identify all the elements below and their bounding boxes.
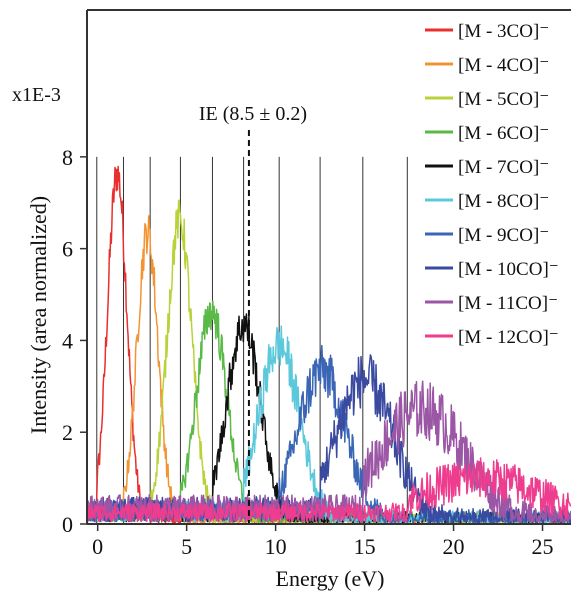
x-tick-label: 25 — [532, 534, 554, 559]
legend-label-4: [M - 7CO]⁻ — [458, 157, 549, 178]
legend-label-1: [M - 4CO]⁻ — [458, 55, 549, 76]
x-tick-label: 5 — [181, 534, 192, 559]
legend-label-0: [M - 3CO]⁻ — [458, 21, 549, 42]
legend-label-2: [M - 5CO]⁻ — [458, 89, 549, 110]
x-tick-label: 0 — [92, 534, 103, 559]
legend-label-5: [M - 8CO]⁻ — [458, 191, 549, 212]
y-tick-label: 2 — [62, 420, 73, 445]
legend: [M - 3CO]⁻ [M - 4CO]⁻ [M - 5CO]⁻ [M - 6CO]⁻… — [410, 12, 570, 364]
ie-annotation: IE (8.5 ± 0.2) — [199, 103, 307, 125]
legend-label-7: [M - 10CO]⁻ — [458, 259, 559, 280]
x-tick-label: 10 — [265, 534, 287, 559]
y-scale-label: x1E-3 — [12, 84, 61, 106]
legend-label-3: [M - 6CO]⁻ — [458, 123, 549, 144]
y-tick-label: 0 — [62, 512, 73, 537]
y-tick-label: 8 — [62, 145, 73, 170]
legend-label-6: [M - 9CO]⁻ — [458, 225, 549, 246]
legend-label-8: [M - 11CO]⁻ — [458, 293, 558, 314]
y-axis-label: Intensity (area normalized) — [26, 196, 51, 434]
x-axis-label: Energy (eV) — [276, 566, 385, 591]
x-tick-label: 20 — [443, 534, 465, 559]
y-tick-label: 6 — [62, 237, 73, 262]
x-tick-label: 15 — [354, 534, 376, 559]
legend-label-9: [M - 12CO]⁻ — [458, 327, 559, 348]
y-tick-label: 4 — [62, 328, 73, 353]
